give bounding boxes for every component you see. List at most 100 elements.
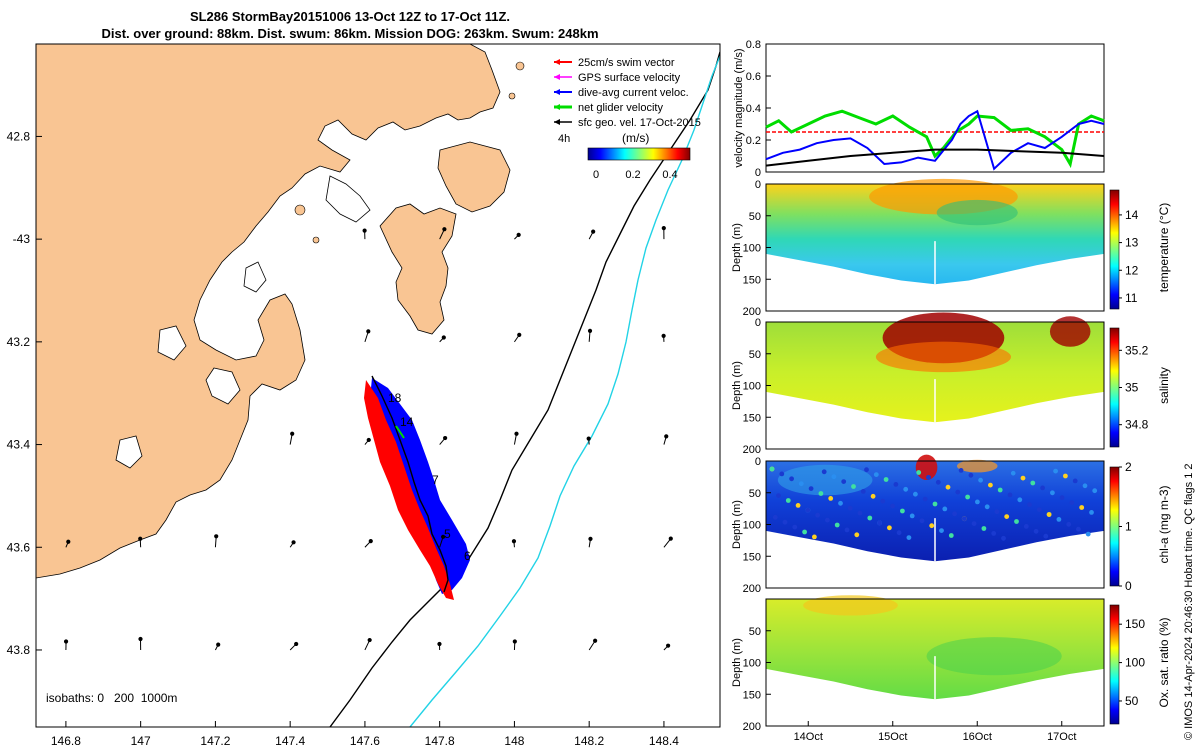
geo-velocity-arrowhead xyxy=(294,641,299,647)
chla-sample-dot xyxy=(926,475,931,480)
chla-sample-dot xyxy=(893,482,899,487)
chla-sample-dot xyxy=(890,503,895,509)
chla-dots xyxy=(769,466,1098,541)
chla-sample-dot xyxy=(798,481,804,487)
colorbar-tick-label: 12 xyxy=(1125,263,1139,277)
legend-gps: GPS surface velocity xyxy=(578,72,681,84)
section-feature xyxy=(777,464,873,496)
chla-sample-dot xyxy=(968,472,974,478)
chla-sample-dot xyxy=(847,505,853,511)
chla-sample-dot xyxy=(900,508,905,514)
chla-sample-dot xyxy=(932,501,938,507)
chla-sample-dot xyxy=(1017,497,1023,503)
geo-velocity-arrowhead xyxy=(368,538,373,544)
chla-sample-dot xyxy=(958,468,964,473)
map-y-tick-label: 43.2 xyxy=(7,335,31,349)
velocity-y-tick-label: 0.6 xyxy=(746,71,761,83)
peninsula xyxy=(379,203,457,335)
chla-sample-dot xyxy=(867,515,873,521)
map-x-tick-label: 148 xyxy=(504,734,524,748)
chla-sample-dot xyxy=(1076,526,1081,532)
map-legend: 25cm/s swim vector GPS surface velocity … xyxy=(554,57,701,181)
colorbar-tick-label: 1 xyxy=(1125,520,1132,534)
chla-sample-dot xyxy=(851,484,856,489)
map-y-tick-label: 43.6 xyxy=(7,540,31,554)
chla-sample-dot xyxy=(942,506,948,512)
colorbar-tick-label: 0 xyxy=(1125,579,1132,593)
section-y-tick-label: 100 xyxy=(743,520,761,532)
section-y-tick-label: 100 xyxy=(743,381,761,393)
track-label-5: 5 xyxy=(444,527,451,541)
title-line-2: Dist. over ground: 88km. Dist. swum: 86k… xyxy=(101,26,599,41)
geo-velocity-arrowhead xyxy=(514,431,519,436)
chla-sample-dot xyxy=(978,477,983,483)
geo-velocity-arrowhead xyxy=(367,637,372,643)
chla-sample-dot xyxy=(935,479,941,485)
colorbar-title: (m/s) xyxy=(622,131,649,145)
section-y-tick-label: 150 xyxy=(743,274,761,286)
geo-velocity-arrowhead xyxy=(587,328,593,333)
section-y-tick-label: 50 xyxy=(749,488,761,500)
velocity-y-tick-label: 0.8 xyxy=(746,39,761,51)
section-panel-salinity: 0 50 100 150 200 Depth (m) 34.8 35 35.2 salinity xyxy=(731,312,1171,456)
geo-velocity-arrowhead xyxy=(516,232,521,237)
colorbar-tick-label: 50 xyxy=(1125,694,1139,708)
chla-sample-dot xyxy=(772,514,778,520)
geo-velocity-arrowhead xyxy=(511,539,517,544)
map-y-ticks: 42.8 -43 43.2 43.4 43.6 43.8 xyxy=(7,129,42,657)
chla-sample-dot xyxy=(1046,512,1052,517)
section-y-tick-label: 50 xyxy=(749,211,761,223)
map-panel: 18 14 7 5 6 146.8 147 147.2 147.4 147.6 147.8… xyxy=(7,43,721,748)
section-y-tick-label: 200 xyxy=(743,444,761,456)
chla-sample-dot xyxy=(1014,519,1019,524)
title-line-1: SL286 StormBay20151006 13-Oct 12Z to 17-… xyxy=(189,9,511,24)
section-feature xyxy=(1049,316,1091,347)
colorbar-tick-label: 13 xyxy=(1125,236,1139,250)
chla-sample-dot xyxy=(965,494,970,500)
legend-current: dive-avg current veloc. xyxy=(578,87,689,99)
chla-sample-dot xyxy=(883,477,889,482)
chla-sample-dot xyxy=(1079,505,1085,510)
chla-sample-dot xyxy=(981,526,987,531)
colorbar-tick-label: 14 xyxy=(1125,208,1139,222)
chla-sample-dot xyxy=(909,513,915,519)
map-x-tick-label: 148.4 xyxy=(649,734,679,748)
velocity-y-tick-label: 0 xyxy=(755,167,761,179)
chla-sample-dot xyxy=(844,527,850,533)
geo-velocity-arrowhead xyxy=(366,329,371,334)
dive-avg-current-swath xyxy=(370,378,470,594)
legend-swim: 25cm/s swim vector xyxy=(578,57,675,69)
section-ylabel: Depth (m) xyxy=(731,500,743,549)
chla-sample-dot xyxy=(903,486,909,492)
glider-track xyxy=(371,375,449,593)
chla-sample-dot xyxy=(873,472,879,477)
geo-velocity-arrowhead xyxy=(138,536,143,541)
chla-sample-dot xyxy=(939,528,944,533)
geo-velocity-arrowhead xyxy=(661,333,666,338)
chla-sample-dot xyxy=(1030,480,1036,486)
geo-velocity-arrowhead xyxy=(512,639,517,644)
chla-sample-dot xyxy=(1056,517,1062,522)
map-x-tick-label: 147.4 xyxy=(275,734,305,748)
section-feature xyxy=(875,341,1012,373)
colorbar-tick-label: 2 xyxy=(1125,460,1132,474)
chla-sample-dot xyxy=(857,510,863,516)
velocity-y-tick-label: 0.2 xyxy=(746,135,761,147)
chla-sample-dot xyxy=(961,516,967,522)
chla-sample-dot xyxy=(1089,510,1094,515)
track-label-18: 18 xyxy=(388,391,402,405)
section-ylabel: Depth (m) xyxy=(731,361,743,410)
chla-sample-dot xyxy=(948,533,954,538)
chla-sample-dot xyxy=(1033,528,1039,534)
geo-velocity-arrowhead xyxy=(668,536,673,541)
chla-sample-dot xyxy=(877,520,882,526)
chla-sample-dot xyxy=(1059,495,1065,501)
chla-sample-dot xyxy=(1004,514,1010,519)
section-y-tick-label: 200 xyxy=(743,721,761,733)
chla-sample-dot xyxy=(1092,488,1098,494)
chla-sample-dot xyxy=(825,517,830,523)
colorbar-tick-0: 0 xyxy=(593,169,599,181)
chla-sample-dot xyxy=(802,529,807,535)
chla-sample-dot xyxy=(1085,531,1091,537)
